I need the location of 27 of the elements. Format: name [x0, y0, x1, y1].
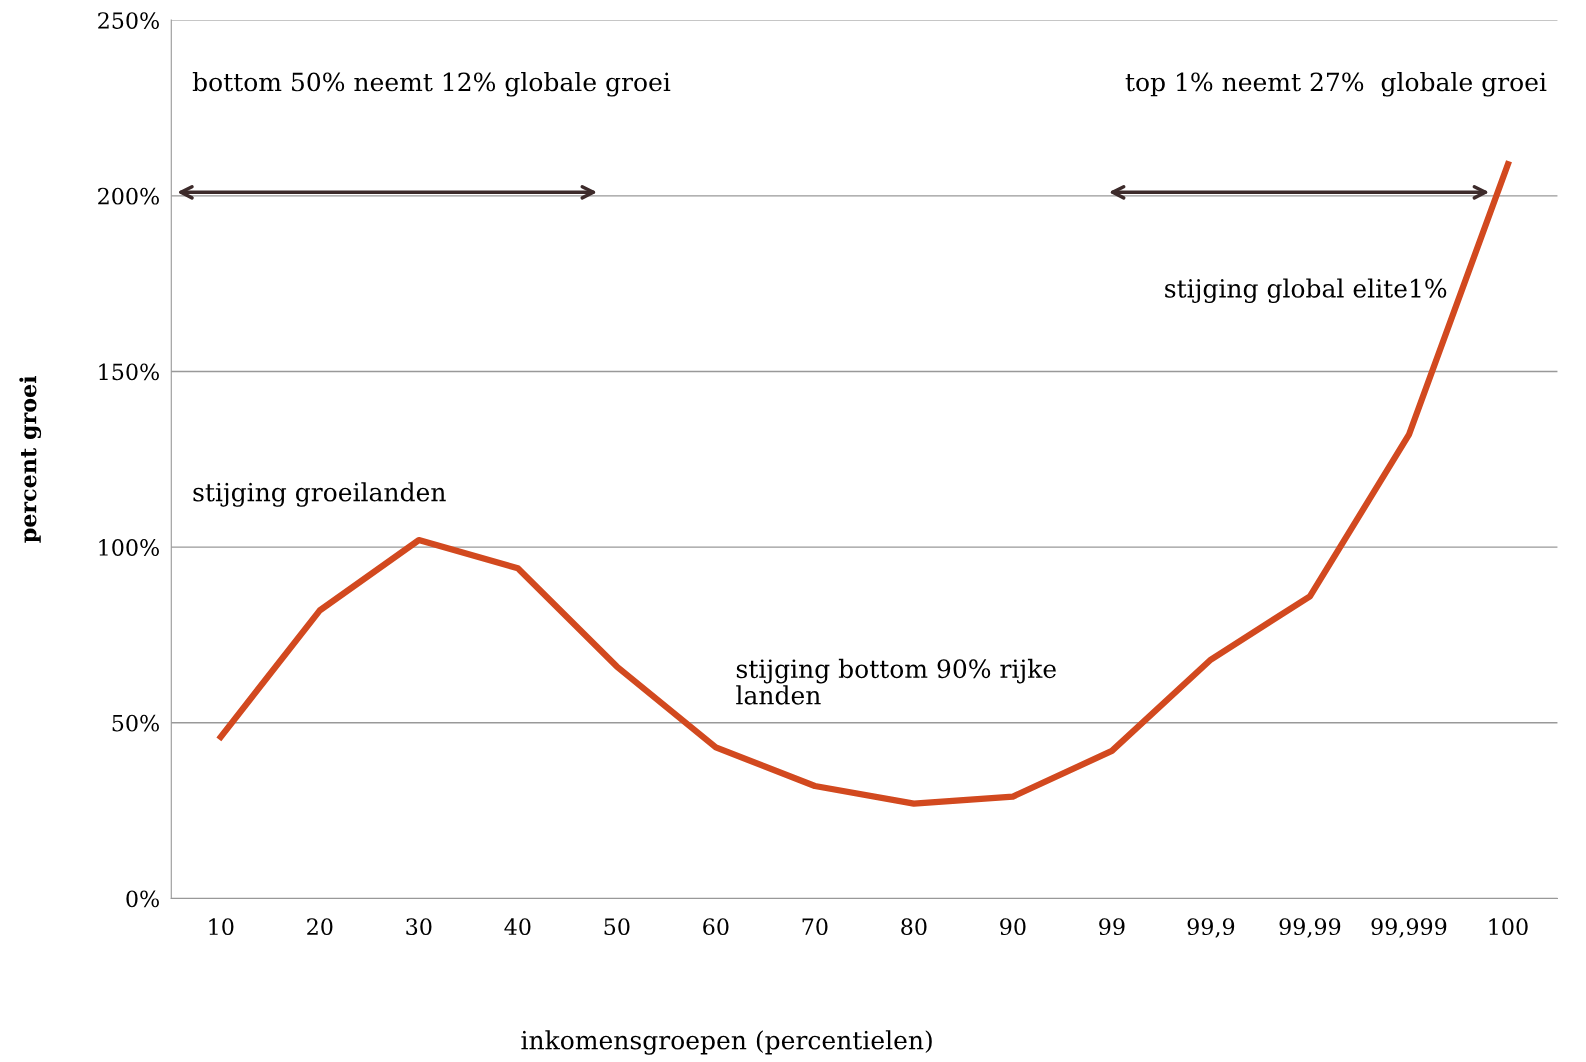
x-tick-label: 40 — [504, 918, 531, 936]
x-tick-label: 99,99 — [1279, 918, 1341, 938]
x-tick-label: 90 — [1000, 918, 1026, 936]
x-tick-label: 99 — [1099, 918, 1125, 936]
annotation: top 1% neemt 27% globale groei — [1125, 72, 1547, 97]
annotation: bottom 50% neemt 12% globale groei — [192, 72, 671, 97]
annotation: stijging bottom 90% rijke landen — [736, 658, 1056, 705]
x-tick-label: 10 — [209, 918, 234, 936]
x-tick-label: 100 — [1489, 918, 1528, 936]
y-tick-label: 100% — [99, 539, 159, 556]
x-tick-label: 99,9 — [1187, 918, 1235, 938]
annotation: stijging groeilanden — [193, 482, 446, 507]
x-axis-title: inkomensgroepen (percentielen) — [521, 1030, 932, 1055]
x-tick-label: 50 — [604, 918, 630, 936]
y-tick-label: 150% — [99, 363, 159, 381]
y-tick-label: 250% — [98, 12, 159, 29]
y-axis-title: percent groei — [19, 375, 42, 543]
y-tick-label: 50% — [112, 714, 159, 732]
x-tick-label: 80 — [901, 918, 927, 936]
x-tick-label: 20 — [307, 918, 333, 936]
y-tick-label: 0% — [126, 890, 159, 908]
annotation: stijging global elite1% — [1165, 278, 1447, 303]
y-tick-label: 200% — [98, 187, 159, 205]
x-tick-label: 60 — [703, 918, 729, 936]
x-tick-label: 30 — [406, 918, 432, 936]
x-tick-label: 70 — [802, 918, 828, 936]
x-tick-label: 99,999 — [1371, 918, 1447, 938]
